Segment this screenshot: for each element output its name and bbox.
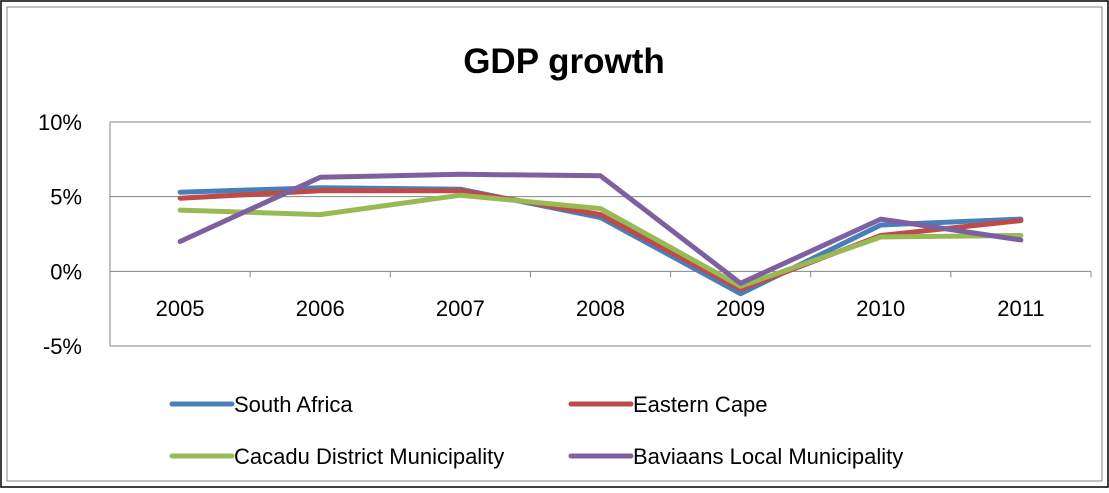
legend-label: South Africa [234, 392, 353, 417]
series-line [177, 192, 1024, 289]
gridlines [109, 121, 1092, 347]
x-tick-label: 2011 [997, 296, 1044, 321]
y-axis-ticks: 10% 5% 0% -5% [38, 110, 82, 359]
y-tick-label: 5% [50, 185, 82, 210]
x-tick-label: 2006 [296, 296, 345, 321]
y-tick-label: 10% [38, 110, 82, 135]
series-lines [177, 171, 1024, 297]
x-tick-label: 2007 [436, 296, 485, 321]
y-tick-label: -5% [43, 334, 82, 359]
x-axis-ticks: 2005 2006 2007 2008 2009 2010 2011 [156, 296, 1045, 321]
x-tick-label: 2010 [856, 296, 905, 321]
legend-label: Cacadu District Municipality [234, 444, 504, 469]
legend: South Africa Eastern Cape Cacadu District … [169, 392, 903, 469]
series-line [177, 171, 1024, 286]
series-line [177, 185, 1024, 297]
x-tick-label: 2005 [156, 296, 205, 321]
legend-label: Baviaans Local Municipality [633, 444, 903, 469]
legend-label: Eastern Cape [633, 392, 768, 417]
chart-title: GDP growth [463, 42, 665, 81]
chart-inner-border [6, 6, 1103, 482]
y-tick-label: 0% [50, 259, 82, 284]
x-tick-label: 2008 [576, 296, 625, 321]
x-tick-label: 2009 [716, 296, 765, 321]
